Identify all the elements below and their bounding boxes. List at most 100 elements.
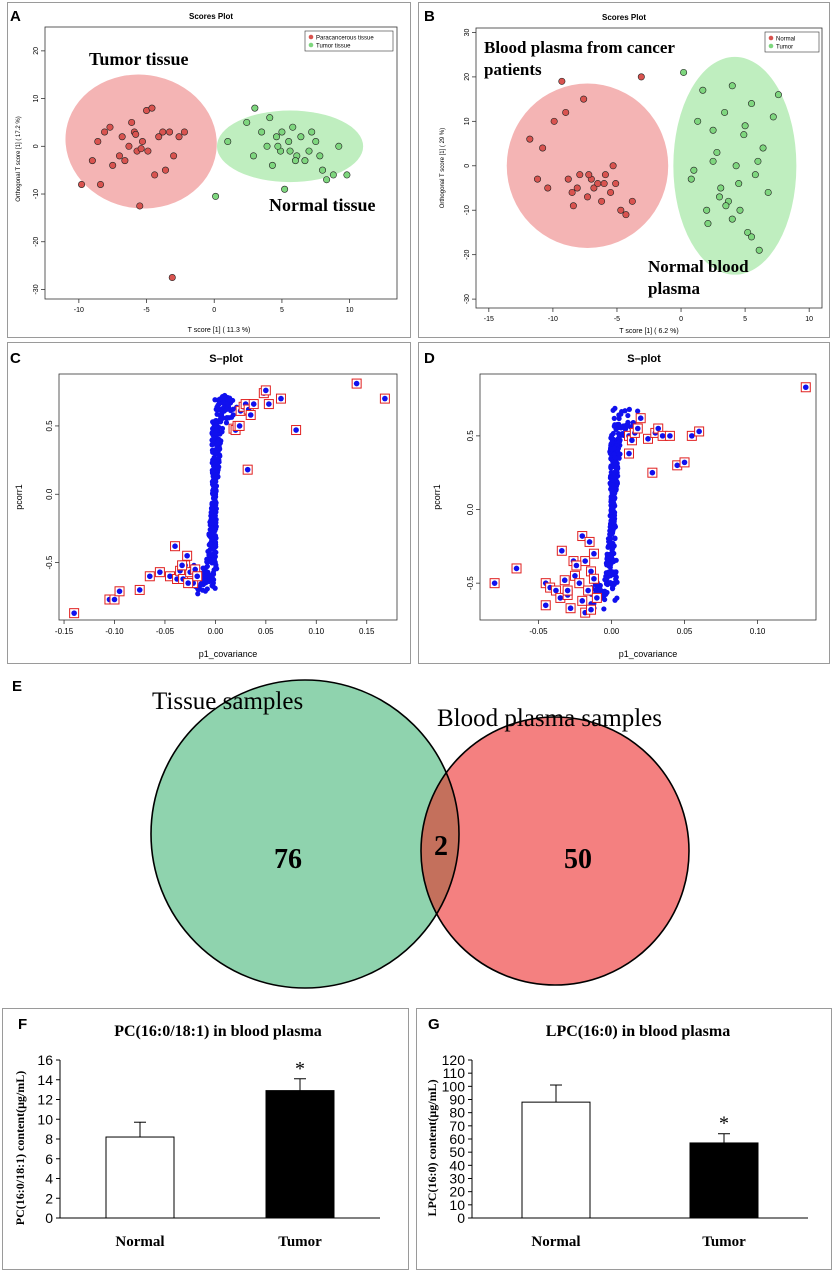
data-point (597, 586, 603, 592)
data-point (230, 406, 236, 412)
data-point (217, 415, 224, 422)
chart-c-axes: -0.15 -0.10 -0.05 0.00 0.05 0.10 0.15 0.5 0.0 -0.… (45, 420, 375, 636)
y-tick-label: -0.5 (466, 576, 475, 590)
x-tick-label: -0.05 (156, 627, 175, 636)
data-point (717, 184, 725, 192)
y-tick-label: -30 (33, 284, 40, 294)
data-point (605, 544, 611, 550)
data-point (604, 562, 610, 568)
y-tick-label: 10 (464, 117, 471, 125)
chart-b-legend: Normal Tumor (764, 31, 820, 53)
annotation-tumor-tissue: Tumor tissue (89, 49, 189, 69)
data-point (204, 563, 210, 569)
chart-d-plot-box (479, 373, 817, 621)
y-tick-label: -10 (464, 205, 471, 215)
x-tick-label: -0.10 (105, 627, 124, 636)
panel-g-frame (416, 1008, 832, 1270)
data-point (225, 397, 231, 403)
y-tick-label: 10 (33, 95, 40, 103)
data-point (213, 494, 219, 500)
boxed-data-point (583, 585, 594, 596)
panel-letter-e: E (12, 678, 23, 695)
boxed-data-point (647, 467, 658, 478)
chart-b-points (526, 68, 782, 254)
chart-a-xlabel: T score [1] ( 11.3 %) (188, 327, 251, 334)
boxed-data-point (571, 560, 582, 571)
y-tick-label: 30 (449, 1171, 465, 1187)
data-point (759, 144, 767, 152)
boxed-data-point (234, 420, 245, 431)
y-tick-label: -20 (464, 250, 471, 260)
data-point (209, 501, 215, 508)
venn-plasma-outline (420, 716, 690, 986)
data-point (612, 464, 619, 470)
data-point (212, 544, 218, 550)
y-tick-label: 0 (33, 144, 40, 148)
y-tick-label: 20 (33, 47, 40, 55)
panel-d-frame (418, 342, 830, 664)
data-point (343, 171, 351, 179)
x-tick-label: 10 (805, 316, 813, 323)
data-point (612, 490, 618, 496)
data-point (728, 82, 736, 90)
boxed-data-point (562, 585, 573, 596)
y-tick-label: 0 (45, 1210, 53, 1226)
legend-red-dot (308, 34, 314, 40)
data-point (610, 430, 616, 437)
data-point (223, 406, 230, 412)
data-point (735, 180, 743, 188)
boxed-data-point (154, 567, 165, 578)
data-point (144, 147, 152, 155)
legend-label-a-1: Tumor tissue (316, 44, 351, 50)
data-point (202, 588, 209, 594)
chart-d-s-plot: S–plot -0.05 0.00 0.05 0.10 0.5 0.0 -0.5 p1_co… (432, 353, 817, 659)
x-tick-label: 5 (280, 307, 284, 314)
y-tick-label: 80 (449, 1105, 465, 1121)
boxed-data-point (800, 382, 811, 393)
data-point (216, 438, 222, 444)
data-point (219, 410, 225, 416)
bar-normal (521, 1101, 591, 1219)
boxed-data-point (379, 393, 390, 404)
data-point (208, 525, 215, 532)
y-tick-label: 100 (442, 1078, 466, 1094)
data-point (97, 180, 105, 188)
data-point (609, 530, 616, 536)
boxed-data-point (275, 393, 286, 404)
data-point (118, 133, 126, 141)
x-tick-label: -10 (548, 316, 558, 323)
boxed-data-point (591, 592, 602, 603)
chart-f-bars: Normal * Tumor (105, 1058, 335, 1250)
data-point (709, 126, 717, 134)
data-point (166, 128, 174, 136)
venn-plasma-only-count: 50 (564, 844, 592, 875)
data-point (136, 202, 144, 210)
chart-b-plot-box (475, 27, 823, 309)
chart-a-axes: -10 -5 0 5 10 -30 -20 -10 0 10 20 (33, 47, 354, 314)
data-point (568, 188, 576, 196)
legend-green-dot (308, 42, 314, 48)
boxed-data-point (144, 571, 155, 582)
boxed-data-point (69, 608, 80, 619)
chart-b-axes: -15 -10 -5 0 5 10 -30 -20 -10 0 10 20 30 (464, 28, 813, 323)
boxed-data-point (114, 586, 125, 597)
data-point (137, 145, 145, 153)
chart-c-plot-box (58, 373, 398, 621)
data-point (301, 157, 309, 165)
data-point (598, 197, 606, 205)
x-tick-label: 0 (679, 316, 683, 323)
data-point (266, 114, 274, 122)
chart-c-blue-points (191, 392, 240, 597)
data-point (590, 184, 598, 192)
y-tick-label: 2 (45, 1190, 53, 1206)
data-point (291, 157, 299, 165)
data-point (616, 455, 622, 461)
data-point (744, 228, 752, 236)
data-point (210, 557, 216, 563)
venn-tissue-outline (150, 679, 460, 989)
data-point (211, 567, 217, 573)
data-point (268, 161, 276, 169)
y-tick-label: 110 (443, 1065, 466, 1081)
data-point (611, 581, 617, 587)
boxed-data-point (624, 448, 635, 459)
